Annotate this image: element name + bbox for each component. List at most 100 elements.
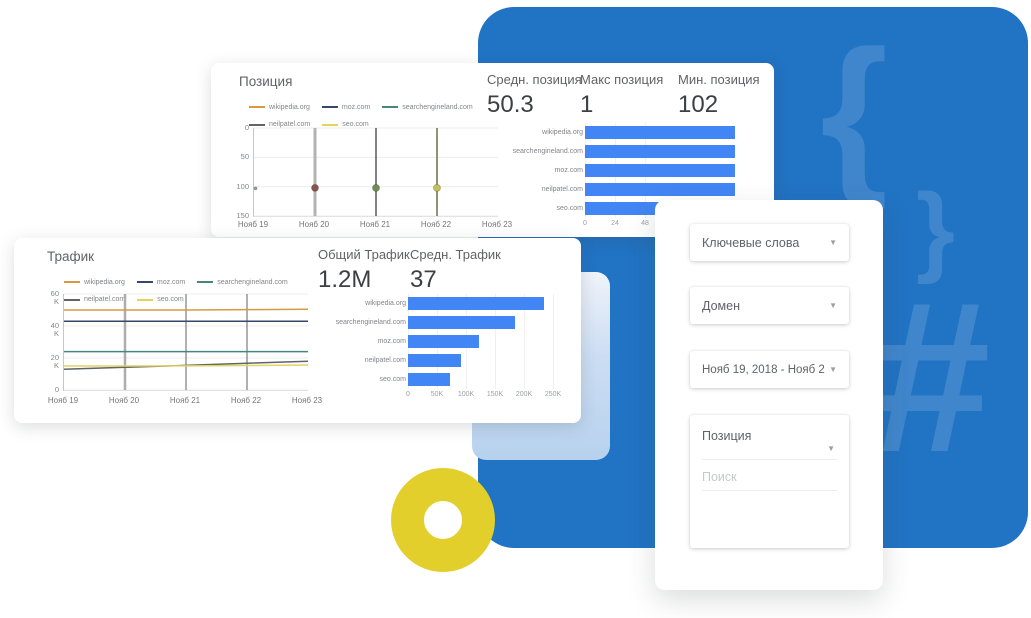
y-tick-label: 20 K — [50, 353, 59, 370]
legend-swatch — [64, 281, 80, 283]
stat-label: Макс позиция — [580, 72, 664, 87]
y-tick-label: 60 K — [50, 289, 59, 306]
chevron-down-icon: ▼ — [829, 365, 837, 374]
bar-label: searchengineland.com — [335, 319, 406, 326]
position-filter-dropdown[interactable]: Позиция ▼ — [702, 427, 837, 460]
search-input[interactable] — [702, 460, 837, 491]
x-tick-label: Нояб 20 — [108, 396, 140, 405]
y-tick-label: 0 — [54, 385, 59, 394]
legend-label: searchengineland.com — [402, 103, 473, 111]
date-range-dropdown[interactable]: Нояб 19, 2018 - Нояб 2 ▼ — [690, 351, 849, 388]
stat-label: Средн. позиция — [487, 72, 582, 87]
yellow-donut-decor — [391, 468, 495, 572]
position-bar-chart: wikipedia.org searchengineland.com moz.com… — [471, 123, 771, 228]
legend-label: moz.com — [341, 103, 371, 111]
y-tick-label: 150 — [236, 211, 249, 220]
legend-item: neilpatel.com — [64, 295, 125, 304]
chevron-down-icon: ▼ — [829, 238, 837, 247]
x-tick-label: Нояб 23 — [481, 220, 513, 229]
bar-label: wikipedia.org — [365, 300, 406, 307]
legend-item: searchengineland.com — [197, 278, 288, 287]
bar-axis-tick: 0 — [406, 391, 410, 398]
bar-label: seo.com — [556, 205, 583, 212]
traffic-card: Трафик wikipedia.org moz.com searchenginel… — [14, 238, 581, 423]
legend-swatch — [322, 123, 339, 126]
bar-row: neilpatel.com — [471, 180, 771, 199]
stat-value: 50.3 — [487, 91, 534, 118]
bar-axis-tick: 250K — [544, 391, 562, 398]
legend-swatch — [64, 298, 80, 301]
bar — [585, 183, 735, 196]
bar-label: seo.com — [379, 376, 406, 383]
stat-value: 102 — [678, 91, 719, 118]
chevron-down-icon: ▼ — [827, 444, 835, 453]
position-legend: wikipedia.org moz.com searchengineland.com… — [249, 99, 511, 134]
x-tick-label: Нояб 20 — [298, 220, 330, 229]
bar — [408, 297, 545, 310]
stat-min-position: Мин. позиция 102 — [678, 72, 760, 119]
x-tick-label: Нояб 19 — [237, 220, 269, 229]
traffic-x-axis-labels: Нояб 19 Нояб 20 Нояб 21 Нояб 22 Нояб 23 — [48, 396, 322, 406]
bar-axis-tick: 50K — [430, 391, 444, 398]
legend-swatch — [197, 281, 214, 283]
stat-value: 1.2M — [318, 266, 372, 293]
bar-gridline — [524, 294, 525, 389]
legend-label: neilpatel.com — [269, 121, 311, 128]
legend-swatch — [136, 281, 153, 283]
x-tick-label: Нояб 21 — [169, 396, 201, 405]
legend-label: searchengineland.com — [217, 278, 288, 286]
stat-value: 1 — [580, 91, 594, 118]
x-tick-label: Нояб 19 — [47, 396, 79, 405]
legend-label: seo.com — [157, 296, 184, 303]
stat-average-traffic: Средн. Трафик 37 — [410, 247, 501, 294]
y-tick-label: 50 — [240, 152, 249, 162]
bar-row: neilpatel.com — [293, 351, 573, 370]
bar-label: moz.com — [377, 338, 406, 345]
bar-row: searchengineland.com — [471, 142, 771, 161]
stat-max-position: Макс позиция 1 — [580, 72, 663, 119]
keywords-dropdown-label: Ключевые слова — [702, 235, 800, 250]
bar-label: neilpatel.com — [541, 186, 583, 193]
y-tick-label: 0 — [244, 123, 249, 132]
bar — [408, 335, 479, 348]
legend-swatch — [249, 106, 265, 108]
legend-item: searchengineland.com — [382, 103, 473, 112]
bar-axis-tick: 24 — [611, 220, 619, 227]
traffic-card-title: Трафик — [47, 249, 95, 264]
bar-axis-tick: 200K — [515, 391, 533, 398]
position-x-axis-labels: Нояб 19 Нояб 20 Нояб 21 Нояб 22 Нояб 23 — [238, 220, 512, 230]
bar — [585, 126, 735, 139]
bar-label: searchengineland.com — [512, 148, 583, 155]
legend-swatch — [137, 298, 154, 301]
keywords-dropdown[interactable]: Ключевые слова ▼ — [690, 224, 849, 261]
legend-item: wikipedia.org — [249, 103, 310, 112]
bar-label: wikipedia.org — [542, 129, 583, 136]
legend-label: wikipedia.org — [269, 103, 310, 111]
legend-item: neilpatel.com — [249, 120, 310, 129]
position-line-chart — [253, 127, 498, 217]
stat-value: 37 — [410, 266, 437, 293]
legend-item: seo.com — [137, 295, 184, 304]
bar-axis-tick: 48 — [641, 220, 649, 227]
traffic-line-chart — [63, 293, 309, 391]
x-tick-label: Нояб 22 — [230, 396, 262, 405]
bar-row: seo.com — [293, 370, 573, 389]
legend-item: moz.com — [321, 103, 371, 112]
bar-axis-tick: 0 — [583, 220, 587, 227]
bar — [585, 202, 663, 215]
legend-item: moz.com — [136, 278, 185, 287]
position-card-title: Позиция — [239, 74, 293, 89]
domain-dropdown[interactable]: Домен ▼ — [690, 287, 849, 324]
y-tick-label: 100 — [236, 181, 249, 191]
domain-dropdown-label: Домен — [702, 298, 741, 313]
legend-swatch — [249, 123, 265, 126]
stat-label: Средн. Трафик — [410, 247, 501, 262]
stat-total-traffic: Общий Трафик 1.2M — [318, 247, 410, 294]
bar-label: moz.com — [554, 167, 583, 174]
legend-label: neilpatel.com — [84, 296, 126, 303]
bar-label: neilpatel.com — [364, 357, 406, 364]
bar-row: wikipedia.org — [293, 294, 573, 313]
stat-average-position: Средн. позиция 50.3 — [487, 72, 582, 119]
position-filter-label: Позиция — [702, 429, 752, 443]
bar-gridline — [553, 294, 554, 389]
